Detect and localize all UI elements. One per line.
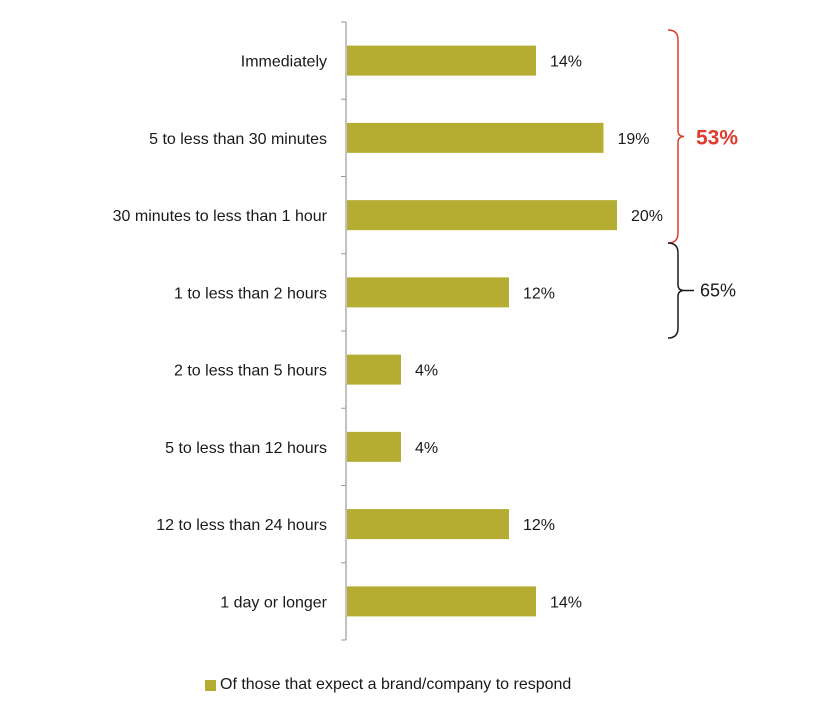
- bar: [347, 431, 401, 462]
- value-label: 12%: [523, 517, 555, 534]
- value-label: 14%: [550, 594, 582, 611]
- annotation-label: 53%: [696, 127, 738, 150]
- category-label: 30 minutes to less than 1 hour: [113, 208, 328, 225]
- bar: [347, 277, 509, 308]
- bar: [347, 586, 536, 617]
- category-label: 2 to less than 5 hours: [174, 363, 327, 380]
- legend-swatch: [205, 679, 216, 691]
- legend-label: Of those that expect a brand/company to …: [220, 676, 572, 693]
- bar: [347, 354, 401, 385]
- bar: [347, 200, 617, 231]
- annotation-label: 65%: [700, 281, 736, 301]
- category-label: 12 to less than 24 hours: [156, 517, 327, 534]
- bracket-red: [667, 29, 685, 244]
- category-label: 1 day or longer: [220, 594, 327, 611]
- value-label: 4%: [415, 440, 438, 457]
- bar: [347, 509, 509, 540]
- category-label: 5 to less than 30 minutes: [149, 131, 327, 148]
- category-label: Immediately: [241, 54, 327, 71]
- value-label: 12%: [523, 285, 555, 302]
- bracket-black: [667, 242, 685, 339]
- category-label: 5 to less than 12 hours: [165, 440, 327, 457]
- value-label: 4%: [415, 363, 438, 380]
- value-label: 19%: [618, 131, 650, 148]
- bar: [347, 122, 604, 153]
- value-label: 20%: [631, 208, 663, 225]
- bar: [347, 45, 536, 76]
- category-label: 1 to less than 2 hours: [174, 285, 327, 302]
- value-label: 14%: [550, 54, 582, 71]
- legend: Of those that expect a brand/company to …: [205, 676, 571, 694]
